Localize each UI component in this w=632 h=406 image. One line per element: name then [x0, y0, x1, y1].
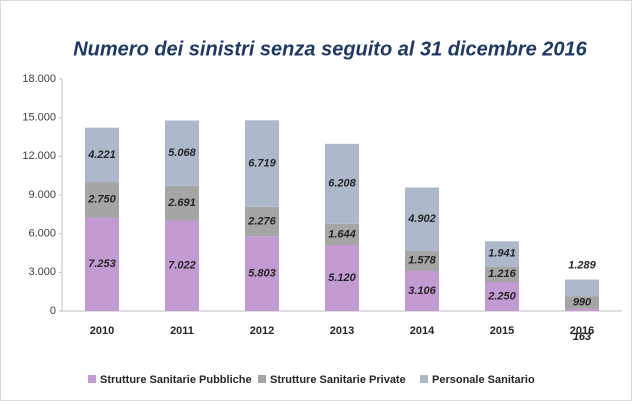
- bar-segment: [245, 120, 279, 207]
- legend-label: Strutture Sanitarie Pubbliche: [100, 374, 252, 386]
- data-label: 6.719: [248, 157, 276, 169]
- data-label: 1.578: [408, 255, 436, 267]
- legend-swatch: [258, 375, 266, 383]
- bar-segment: [405, 270, 439, 311]
- x-tick-label: 2014: [410, 325, 435, 337]
- chart-title: Numero dei sinistri senza seguito al 31 …: [73, 38, 587, 60]
- bar-segment: [565, 308, 599, 311]
- data-label: 3.106: [408, 285, 436, 297]
- bar-segment: [245, 206, 279, 237]
- bar-segment: [405, 250, 439, 271]
- bar-segment: [485, 266, 519, 282]
- legend-label: Strutture Sanitarie Private: [270, 374, 406, 386]
- data-label: 6.208: [328, 178, 356, 190]
- data-label: 5.068: [168, 147, 196, 159]
- x-tick-label: 2015: [490, 325, 514, 337]
- y-tick-label: 0: [50, 305, 56, 317]
- bar-segment: [245, 236, 279, 311]
- bar-segment: [85, 217, 119, 311]
- bar-segment: [165, 185, 199, 221]
- x-tick-label: 2010: [90, 325, 114, 337]
- data-label: 163: [573, 331, 591, 343]
- bar-segment: [325, 143, 359, 224]
- y-tick-label: 12.000: [22, 150, 56, 162]
- bar-segment: [165, 220, 199, 311]
- data-label: 7.022: [168, 260, 196, 272]
- data-label: 2.250: [487, 290, 516, 302]
- data-label: 1.644: [328, 228, 356, 240]
- y-tick-label: 18.000: [22, 73, 56, 85]
- data-label: 2.691: [167, 197, 196, 209]
- bar-segment: [485, 282, 519, 311]
- data-label: 4.221: [87, 149, 116, 161]
- data-label: 1.289: [568, 259, 596, 271]
- bar-segment: [325, 245, 359, 311]
- data-label: 2.750: [87, 194, 116, 206]
- y-tick-label: 6.000: [28, 228, 56, 240]
- legend-swatch: [420, 375, 428, 383]
- data-label: 7.253: [88, 258, 116, 270]
- bar-segment: [325, 223, 359, 246]
- data-label: 990: [573, 296, 592, 308]
- bar-segment: [85, 182, 119, 218]
- bar-segment: [565, 296, 599, 309]
- x-tick-label: 2013: [330, 325, 354, 337]
- y-tick-label: 15.000: [22, 112, 56, 124]
- bar-segment: [565, 279, 599, 297]
- bar-segment: [165, 120, 199, 186]
- y-tick-label: 9.000: [28, 189, 56, 201]
- bar-segment: [85, 127, 119, 183]
- legend-label: Personale Sanitario: [432, 374, 535, 386]
- bar-segment: [405, 187, 439, 251]
- data-label: 2.276: [247, 215, 276, 227]
- bar-segment: [485, 241, 519, 267]
- data-label: 4.902: [407, 213, 436, 225]
- legend-swatch: [88, 375, 96, 383]
- y-tick-label: 3.000: [28, 266, 56, 278]
- data-label: 5.803: [248, 268, 276, 280]
- data-label: 1.941: [488, 248, 516, 260]
- data-label: 1.216: [488, 268, 516, 280]
- x-tick-label: 2016: [570, 325, 594, 337]
- x-tick-label: 2011: [170, 325, 194, 337]
- x-tick-label: 2012: [250, 325, 274, 337]
- data-label: 5.120: [328, 272, 356, 284]
